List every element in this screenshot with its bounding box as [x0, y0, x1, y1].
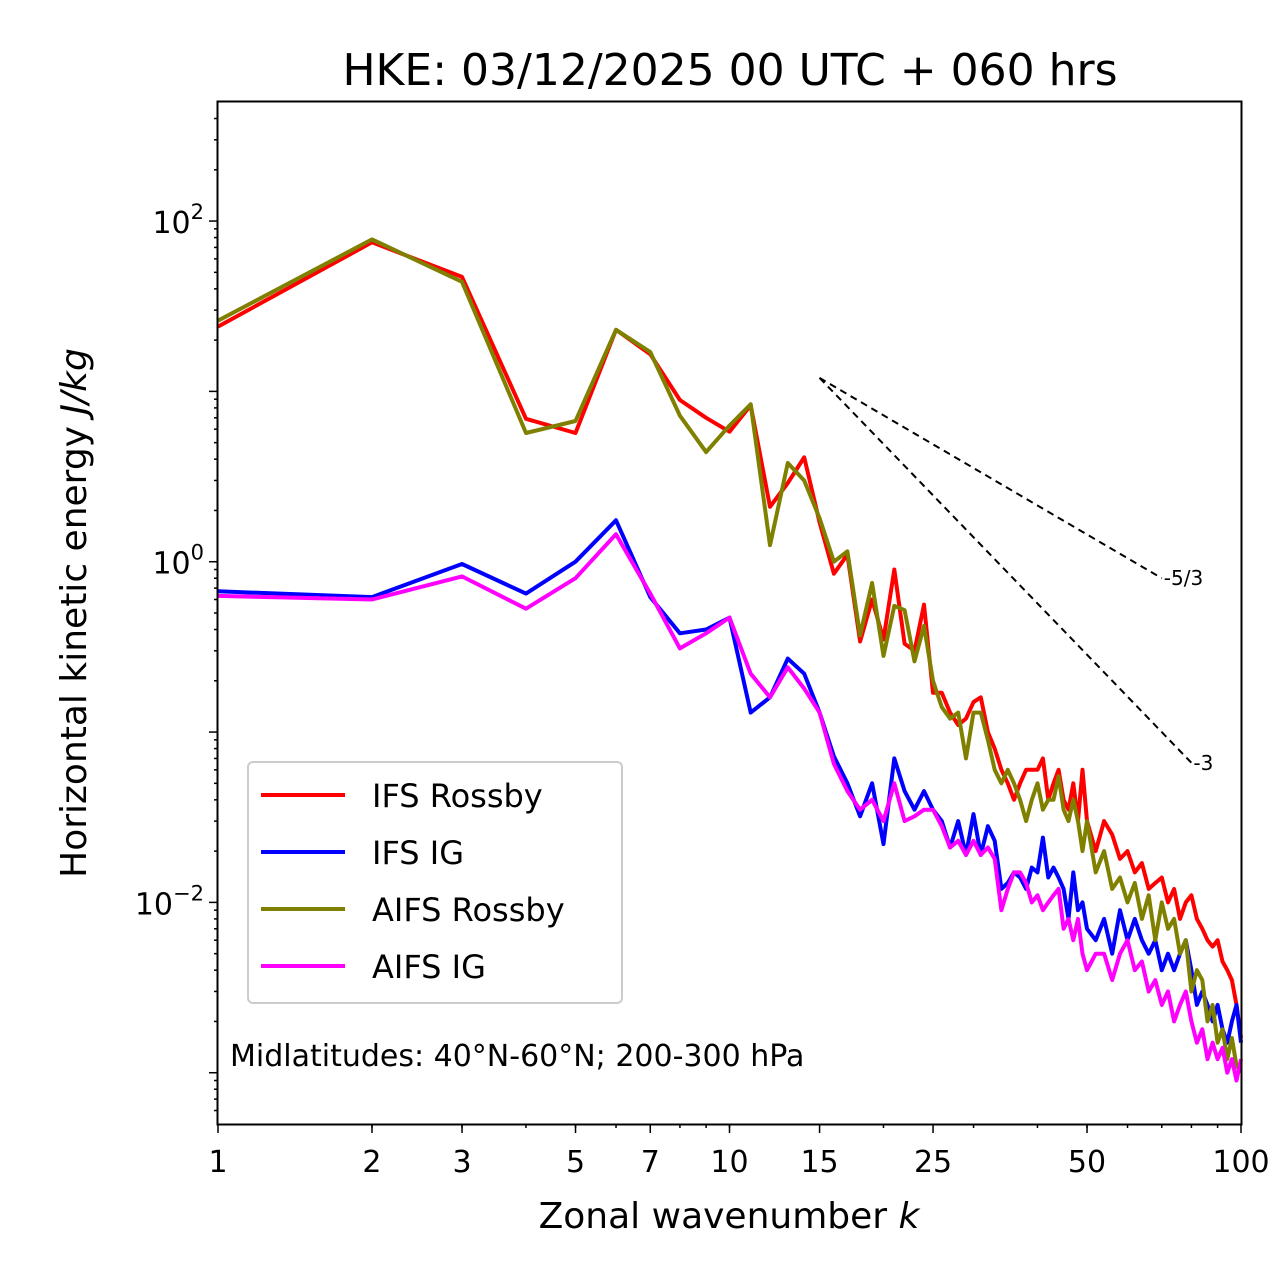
- x-axis-label-text: Zonal wavenumber: [539, 1196, 899, 1237]
- reference-line-slope-3: [818, 377, 1193, 764]
- legend-label-ifs-ig: IFS IG: [372, 834, 464, 872]
- x-tick-label: 2: [362, 1145, 381, 1180]
- y-axis-label: Horizontal kinetic energy J/kg: [54, 348, 95, 878]
- x-tick-label: 7: [641, 1145, 660, 1180]
- x-tick-label: 50: [1068, 1145, 1106, 1180]
- x-axis-label-variable: k: [899, 1196, 922, 1237]
- y-axis-ticks: 102 100 10−2: [135, 117, 218, 1112]
- legend: IFS Rossby IFS IG AIFS Rossby AIFS IG: [247, 761, 623, 1004]
- x-axis-label: Zonal wavenumber k: [539, 1196, 922, 1237]
- plot-area: -5/3 -3: [216, 100, 1243, 1126]
- x-tick-label: 15: [800, 1145, 838, 1180]
- legend-entries: IFS Rossby IFS IG AIFS Rossby AIFS IG: [261, 777, 565, 986]
- x-tick-label: 1: [208, 1145, 227, 1180]
- region-annotation: Midlatitudes: 40°N-60°N; 200-300 hPa: [230, 1039, 804, 1074]
- x-tick-label: 100: [1212, 1145, 1269, 1180]
- x-tick-label: 5: [566, 1145, 585, 1180]
- reference-line-label: -3: [1193, 751, 1213, 775]
- legend-label-ifs-rossby: IFS Rossby: [372, 777, 543, 815]
- y-axis-label-text: Horizontal kinetic energy: [54, 415, 95, 878]
- y-tick-label: 100: [152, 541, 204, 582]
- y-tick-label: 10−2: [135, 881, 204, 922]
- y-tick-label: 102: [152, 200, 204, 241]
- reference-line-label: -5/3: [1164, 566, 1203, 590]
- reference-lines: -5/3 -3: [818, 377, 1213, 775]
- chart-title: HKE: 03/12/2025 00 UTC + 060 hrs: [342, 45, 1117, 96]
- x-tick-label: 25: [914, 1145, 952, 1180]
- series-line-aifs-rossby: [217, 237, 1243, 1074]
- x-axis-ticks: 1 2 3 5 7 10 15 25 50 100: [208, 1124, 1270, 1180]
- x-tick-label: 3: [453, 1145, 472, 1180]
- x-tick-label: 10: [710, 1145, 748, 1180]
- series-layer: [217, 237, 1243, 1083]
- legend-frame: [247, 761, 623, 1004]
- reference-line-slope-5-3: [819, 377, 1163, 580]
- y-axis-label-units: J/kg: [54, 348, 95, 420]
- series-line-ifs-rossby: [217, 240, 1243, 1039]
- legend-label-aifs-ig: AIFS IG: [372, 948, 486, 986]
- legend-label-aifs-rossby: AIFS Rossby: [372, 891, 565, 929]
- series-line-aifs-ig: [217, 532, 1243, 1083]
